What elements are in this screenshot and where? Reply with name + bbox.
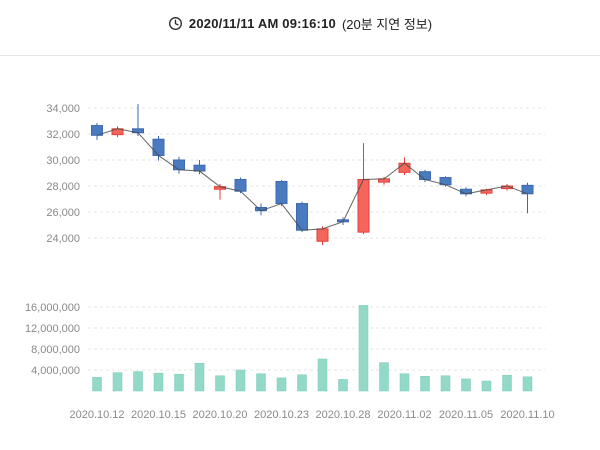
- x-axis-label: 2020.11.10: [500, 409, 554, 421]
- volume-bar: [338, 379, 348, 392]
- x-axis-label: 2020.11.05: [439, 409, 493, 421]
- volume-bar: [92, 377, 102, 392]
- volume-bar: [461, 378, 471, 392]
- x-axis-label: 2020.10.15: [131, 409, 186, 421]
- candle-body: [193, 164, 206, 172]
- close-price-line: [96, 128, 528, 231]
- candle-body: [152, 138, 165, 156]
- candle-body: [173, 159, 185, 171]
- volume-axis-label: 12,000,000: [25, 323, 80, 335]
- candle-body: [275, 180, 288, 205]
- candle-body: [316, 228, 329, 242]
- volume-bar: [112, 372, 123, 392]
- volume-bar: [133, 371, 143, 392]
- volume-bar: [174, 373, 184, 392]
- delay-notice: (20분 지연 정보): [341, 16, 433, 32]
- volume-bar: [297, 374, 307, 392]
- price-axis-label: 34,000: [46, 103, 80, 115]
- volume-bar: [194, 362, 205, 392]
- volume-bar: [399, 373, 410, 392]
- volume-bar: [358, 305, 369, 392]
- volume-bar: [153, 372, 164, 392]
- volume-bar: [522, 376, 533, 392]
- volume-bar: [502, 375, 512, 392]
- volume-bar: [215, 375, 225, 392]
- price-axis-label: 24,000: [46, 233, 80, 245]
- quote-timestamp: 2020/11/11 AM 09:16:10: [188, 15, 336, 31]
- clock-icon: [168, 16, 182, 30]
- x-axis-label: 2020.11.02: [377, 409, 431, 421]
- volume-bar: [379, 362, 389, 392]
- price-axis-label: 26,000: [46, 207, 80, 219]
- price-axis-label: 30,000: [46, 155, 80, 167]
- volume-bar: [440, 375, 451, 392]
- volume-bar: [256, 373, 266, 392]
- volume-bar: [420, 376, 430, 392]
- volume-bar: [317, 358, 328, 392]
- x-axis-label: 2020.10.23: [254, 409, 309, 421]
- candle-body: [419, 171, 431, 180]
- x-axis-label: 2020.10.12: [69, 409, 124, 421]
- volume-axis-label: 16,000,000: [25, 302, 80, 314]
- volume-bar: [276, 377, 287, 392]
- x-axis-label: 2020.10.20: [192, 409, 247, 421]
- volume-axis-label: 4,000,000: [31, 365, 80, 377]
- candle-body: [234, 179, 247, 192]
- x-axis-label: 2020.10.28: [315, 409, 370, 421]
- candle-body: [296, 203, 308, 231]
- volume-bar: [235, 369, 246, 392]
- price-axis-label: 32,000: [46, 129, 80, 141]
- header-divider: [0, 55, 600, 56]
- volume-axis-label: 8,000,000: [31, 344, 80, 356]
- price-axis-label: 28,000: [46, 181, 80, 193]
- candle-body: [398, 162, 411, 173]
- volume-bar: [481, 380, 492, 392]
- quote-time-header: 2020/11/11 AM 09:16:10 (20분 지연 정보): [0, 13, 600, 33]
